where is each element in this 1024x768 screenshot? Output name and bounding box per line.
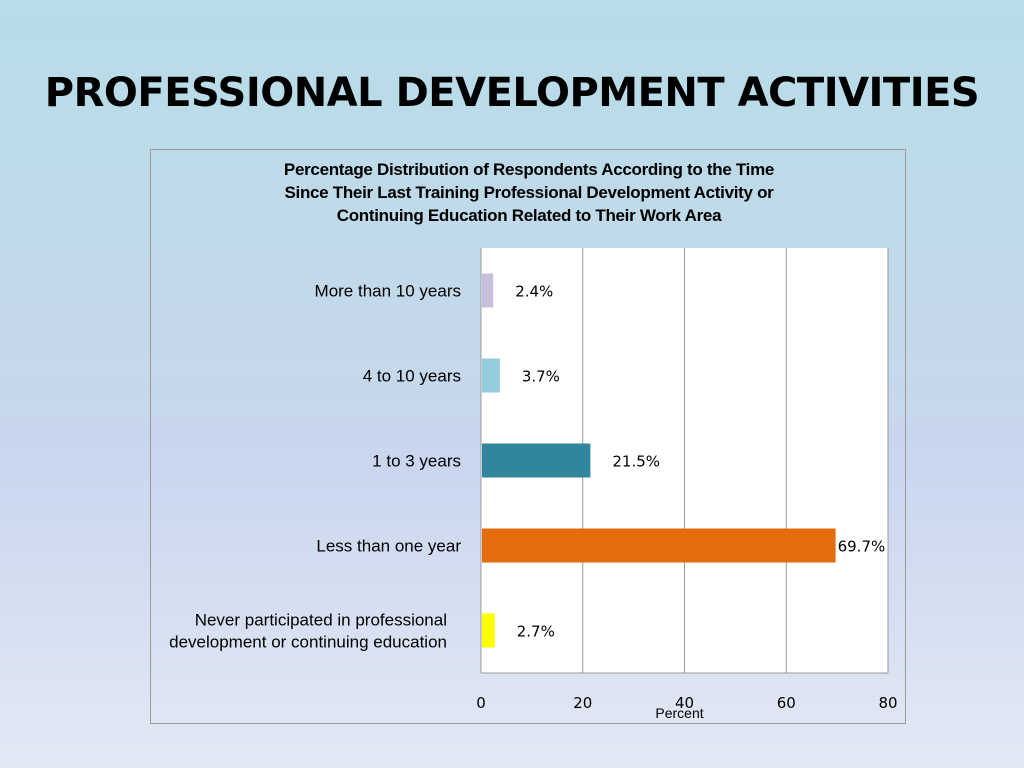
x-tick-label: 60 xyxy=(777,694,796,712)
x-tick-label: 80 xyxy=(878,694,897,712)
bar xyxy=(482,528,836,563)
bar-chart: More than 10 years 2.4% 4 to 10 years 3.7% 1… xyxy=(169,248,898,721)
chart-title: Percentage Distribution of Respondents A… xyxy=(151,158,907,227)
chart-title-line: Continuing Education Related to Their Wo… xyxy=(336,206,722,225)
data-label: 21.5% xyxy=(612,453,660,471)
bar xyxy=(482,613,495,648)
category-label: 4 to 10 years xyxy=(363,367,461,386)
data-label: 3.7% xyxy=(522,368,560,386)
x-axis-title: Percent xyxy=(655,705,703,721)
category-label: development or continuing education xyxy=(169,633,447,652)
x-tick-label: 40 xyxy=(675,694,694,712)
category-label: Less than one year xyxy=(316,537,461,556)
x-tick-label: 20 xyxy=(573,694,592,712)
chart-title-line: Since Their Last Training Professional D… xyxy=(284,183,774,202)
category-label: More than 10 years xyxy=(315,282,461,301)
data-label: 2.4% xyxy=(515,283,553,301)
bar xyxy=(482,273,494,308)
slide-title: PROFESSIONAL DEVELOPMENT ACTIVITIES xyxy=(44,70,980,116)
bar xyxy=(482,443,591,478)
x-tick-label: 0 xyxy=(476,694,486,712)
category-label: 1 to 3 years xyxy=(372,452,461,471)
data-label: 69.7% xyxy=(838,538,886,556)
category-label: Never participated in professional xyxy=(195,611,447,630)
bar xyxy=(482,358,500,393)
chart-frame: Percentage Distribution of Respondents A… xyxy=(150,149,906,724)
chart-title-line: Percentage Distribution of Respondents A… xyxy=(283,160,775,179)
data-label: 2.7% xyxy=(517,623,555,641)
